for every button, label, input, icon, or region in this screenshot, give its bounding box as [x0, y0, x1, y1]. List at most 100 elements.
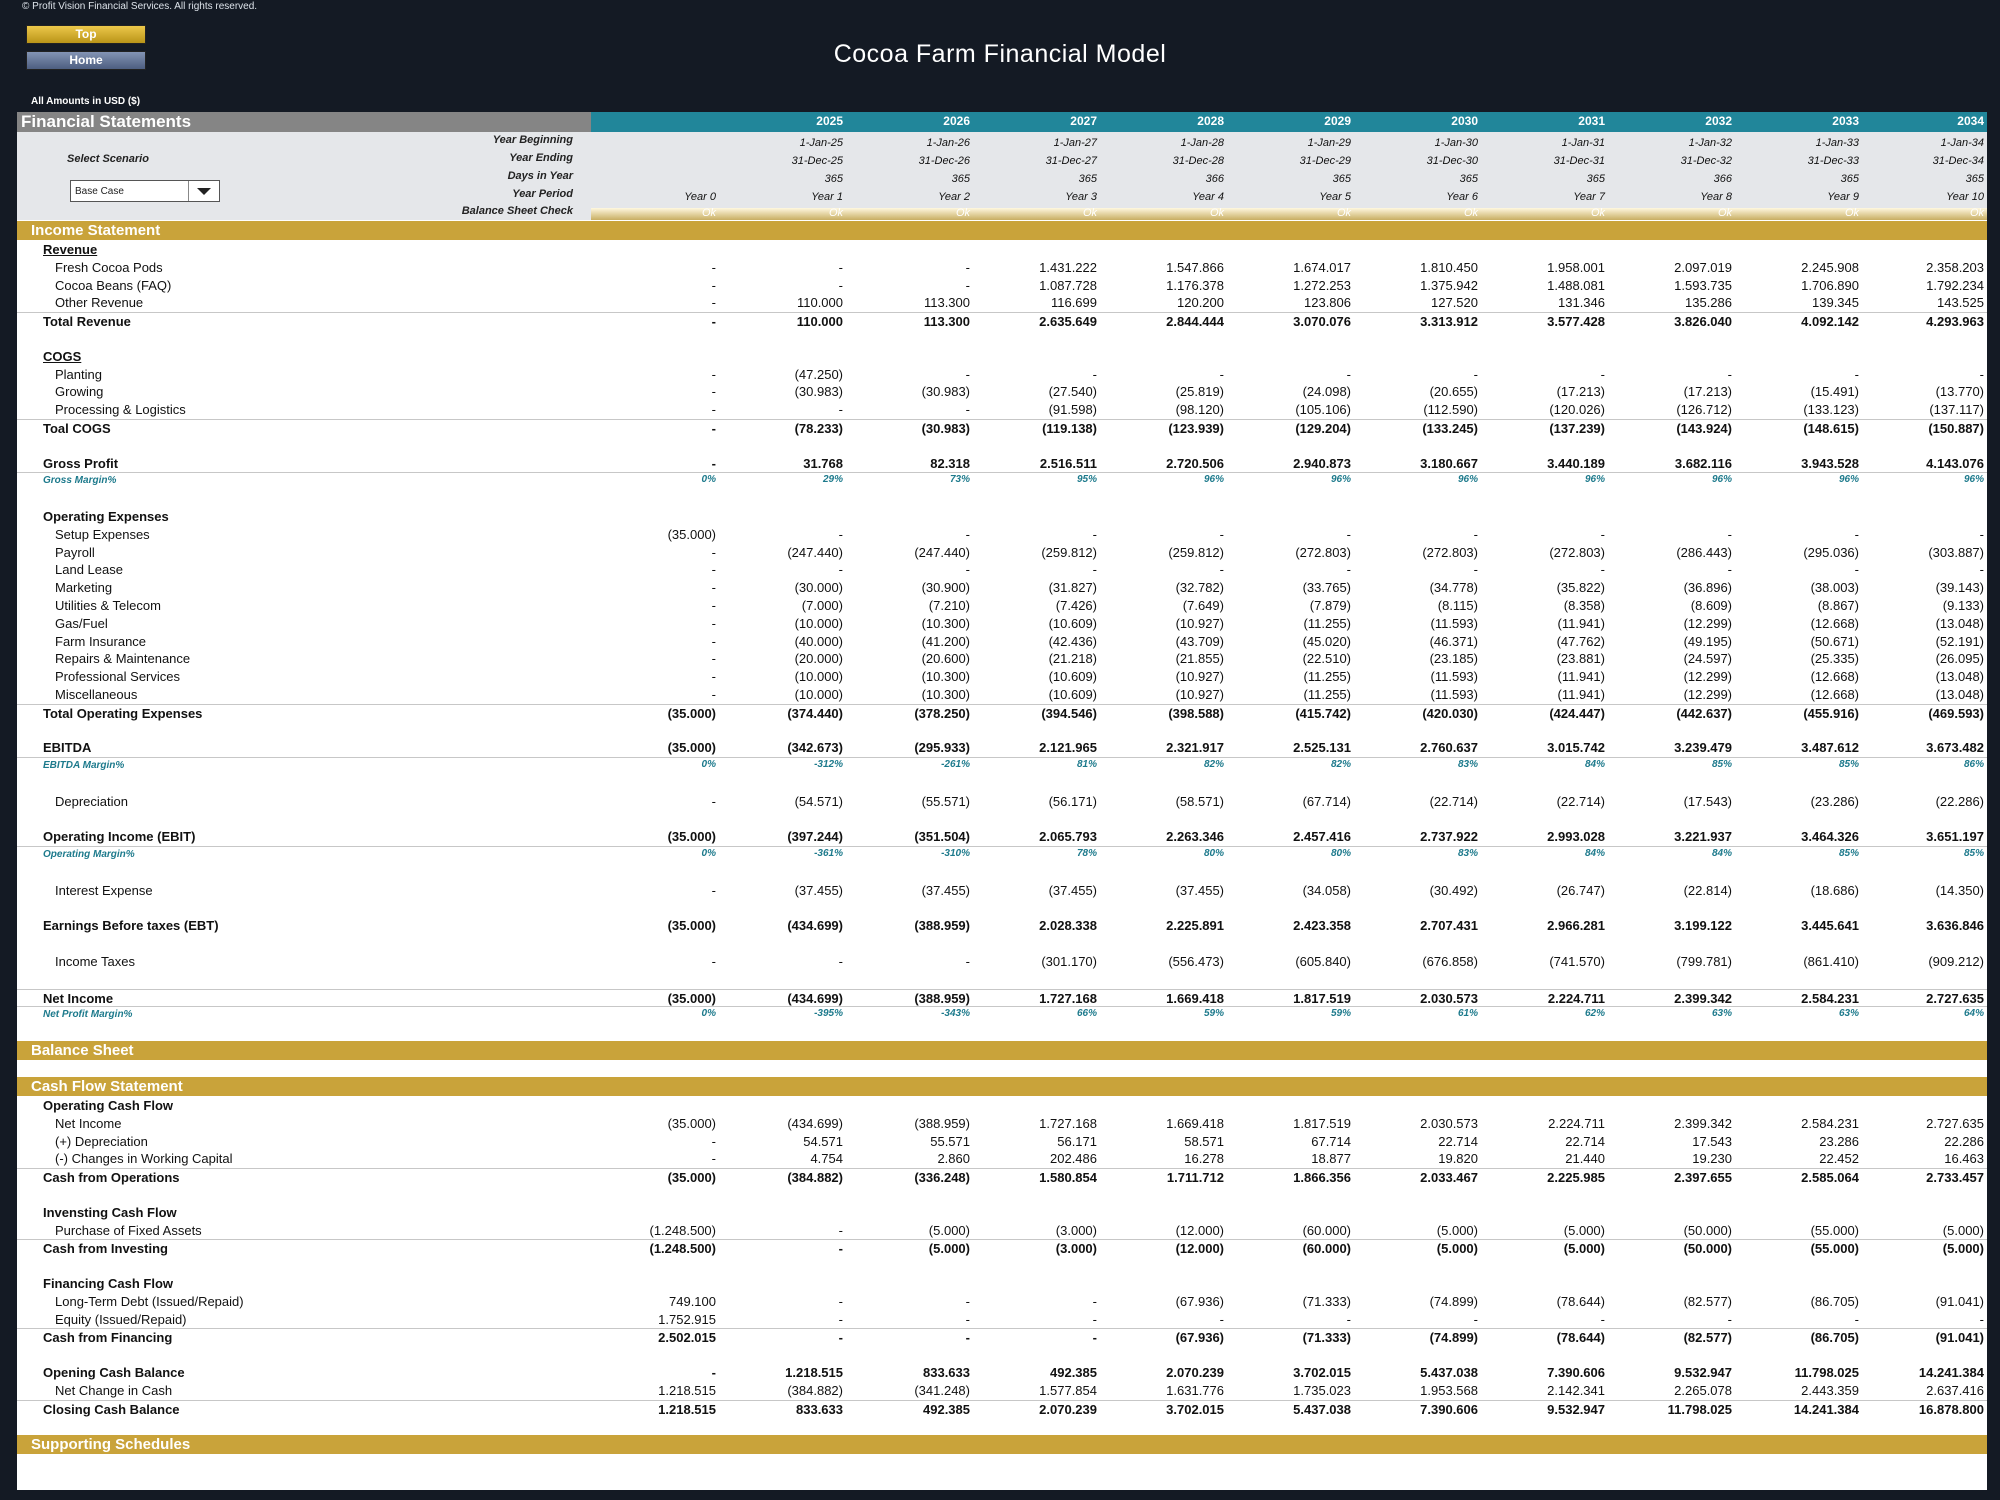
value-cell: 2.844.444 [1166, 314, 1224, 330]
value-cell: (91.041) [1935, 1293, 1984, 1309]
statement-row: Growing - (30.983) (30.983) (27.540) (25.819)… [17, 383, 1987, 400]
value-cell: 3.943.528 [1801, 455, 1859, 471]
statement-row: Operating Income (EBIT) (35.000) (397.244)… [17, 828, 1987, 845]
value-cell: 1.375.942 [1420, 277, 1478, 293]
value-cell: - [1473, 526, 1478, 542]
value-cell: (5.000) [928, 1241, 970, 1257]
value-cell: 3.239.479 [1674, 740, 1732, 756]
row-label: Operating Expenses [43, 509, 169, 524]
value-cell: (10.300) [921, 615, 970, 631]
value-cell: (38.003) [1810, 580, 1859, 596]
value-cell: (49.195) [1683, 633, 1732, 649]
value-cell: (11.255) [1303, 615, 1351, 631]
supporting-schedules-header: Supporting Schedules [17, 1435, 1987, 1454]
value-cell: - [711, 580, 716, 596]
value-cell: (46.371) [1429, 633, 1478, 649]
value-cell: 3.313.912 [1420, 314, 1478, 330]
value-cell: 29% [822, 474, 843, 486]
value-cell: - [1346, 526, 1351, 542]
value-cell: (129.204) [1295, 421, 1351, 436]
value-cell: (47.762) [1556, 633, 1605, 649]
value-cell: (415.742) [1295, 705, 1351, 721]
statement-row: Gas/Fuel - (10.000) (10.300) (10.609) (10.927… [17, 615, 1987, 632]
value-cell: (91.041) [1935, 1330, 1984, 1346]
row-label: Interest Expense [55, 882, 153, 898]
value-cell: 82% [1330, 759, 1351, 771]
value-cell: (67.936) [1175, 1330, 1224, 1346]
value-cell: 3.702.015 [1293, 1365, 1351, 1380]
value-cell: - [711, 402, 716, 418]
days-in-year-cell: 365 [1078, 173, 1097, 185]
value-cell: 1.752.915 [658, 1311, 716, 1327]
statement-row: Closing Cash Balance 1.218.515 833.633 492.… [17, 1399, 1987, 1418]
year-beginning-cell: 1-Jan-27 [1053, 137, 1097, 149]
row-label: (+) Depreciation [55, 1133, 148, 1149]
value-cell: 96% [1203, 474, 1224, 486]
value-cell: 11.798.025 [1794, 1365, 1859, 1380]
value-cell: 63% [1711, 1008, 1732, 1020]
value-cell: - [838, 402, 843, 418]
value-cell: 2.265.078 [1674, 1382, 1732, 1398]
value-cell: - [1727, 1311, 1732, 1327]
value-cell: (272.803) [1549, 544, 1605, 560]
value-cell: (23.881) [1556, 651, 1605, 667]
row-label: Net Change in Cash [55, 1382, 173, 1398]
statement-row: Net Profit Margin% 0% -395% -343% 66% 59% 59% 6… [17, 1006, 1987, 1024]
year-beginning-cell: 1-Jan-29 [1307, 137, 1351, 149]
days-in-year-cell: 366 [1713, 173, 1732, 185]
statement-row: Net Income (35.000) (434.699) (388.959) 1.72… [17, 988, 1987, 1007]
value-cell: 3.440.189 [1547, 455, 1605, 471]
value-cell: - [711, 455, 716, 471]
value-cell: 84% [1711, 848, 1732, 860]
value-cell: (22.814) [1683, 882, 1732, 898]
home-button[interactable]: Home [26, 51, 146, 70]
value-cell: 3.199.122 [1674, 918, 1732, 934]
statement-row: Professional Services - (10.000) (10.300) (1… [17, 668, 1987, 685]
value-cell: - [711, 384, 716, 400]
value-cell: 14.241.384 [1793, 1401, 1859, 1417]
value-cell: (388.959) [914, 1115, 970, 1131]
year-period-cell: Year 4 [1192, 191, 1224, 203]
balance-check-cell: Ok [955, 207, 970, 219]
statement-row [17, 1257, 1987, 1274]
value-cell: 492.385 [1050, 1365, 1097, 1380]
value-cell: 63% [1838, 1008, 1859, 1020]
chevron-down-icon[interactable] [188, 181, 219, 201]
value-cell: - [965, 402, 970, 418]
value-cell: 2.065.793 [1039, 829, 1097, 845]
value-cell: - [1979, 562, 1984, 578]
spreadsheet: Financial Statements Select Scenario Bas… [17, 112, 1987, 1490]
value-cell: 19.820 [1438, 1151, 1478, 1167]
value-cell: - [965, 954, 970, 969]
year-beginning-cell: 1-Jan-26 [926, 137, 970, 149]
value-cell: 2.121.965 [1039, 740, 1097, 756]
value-cell: (60.000) [1302, 1222, 1351, 1238]
value-cell: 3.636.846 [1926, 918, 1984, 934]
value-cell: 2.423.358 [1293, 918, 1351, 934]
value-cell: 2.516.511 [1039, 455, 1097, 471]
value-cell: (342.673) [787, 740, 843, 756]
statement-row [17, 437, 1987, 454]
row-label: Income Taxes [55, 954, 135, 969]
value-cell: (43.709) [1175, 633, 1224, 649]
scenario-dropdown[interactable]: Base Case [70, 180, 220, 202]
value-cell: (35.000) [667, 1170, 716, 1186]
statement-row: Cash from Financing 2.502.015 - - - (67.936) (… [17, 1328, 1987, 1346]
value-cell: (21.855) [1175, 651, 1224, 667]
value-cell: 1.593.735 [1674, 277, 1732, 293]
top-button[interactable]: Top [26, 25, 146, 44]
value-cell: (26.095) [1935, 651, 1984, 667]
value-cell: - [838, 1222, 843, 1238]
value-cell: 2.457.416 [1293, 829, 1351, 845]
value-cell: 19.230 [1692, 1151, 1732, 1167]
value-cell: - [838, 1311, 843, 1327]
statement-row: COGS [17, 348, 1987, 365]
year-period-cell: Year 6 [1446, 191, 1478, 203]
value-cell: 3.651.197 [1926, 829, 1984, 845]
value-cell: (67.936) [1175, 1293, 1224, 1309]
value-cell: (40.000) [794, 633, 843, 649]
value-cell: 82% [1203, 759, 1224, 771]
year-ending-cell: 31-Dec-27 [1045, 155, 1097, 167]
value-cell: 9.532.947 [1674, 1365, 1732, 1380]
value-cell: 22.452 [1819, 1151, 1859, 1167]
